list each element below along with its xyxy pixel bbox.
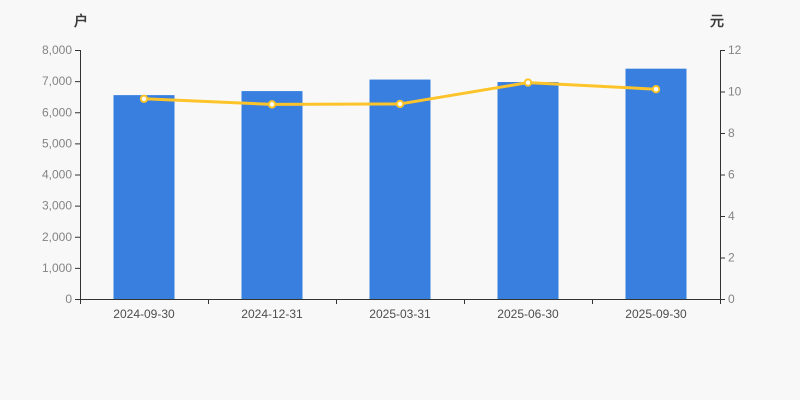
right-axis-tick-label: 4	[728, 209, 735, 223]
bar	[497, 82, 559, 299]
right-axis-tick-label: 8	[728, 126, 735, 140]
x-axis-category-label: 2024-12-31	[241, 307, 303, 321]
left-axis-tick-label: 0	[65, 292, 72, 306]
left-axis-title: 户	[74, 13, 88, 29]
left-axis-tick-label: 8,000	[42, 43, 72, 57]
left-axis-tick-label: 3,000	[42, 199, 72, 213]
right-axis-tick-label: 10	[728, 85, 742, 99]
line-point	[139, 94, 149, 103]
left-axis-tick-label: 5,000	[42, 136, 72, 150]
left-axis-tick-label: 6,000	[42, 105, 72, 119]
bar	[241, 91, 303, 300]
right-axis-tick-label: 6	[728, 168, 735, 182]
left-axis-tick-label: 7,000	[42, 74, 72, 88]
left-axis-tick-label: 2,000	[42, 230, 72, 244]
right-axis-tick-label: 2	[728, 251, 735, 265]
right-axis-title: 元	[710, 13, 724, 29]
line-point	[651, 85, 661, 94]
left-axis-tick-label: 4,000	[42, 168, 72, 182]
line-point	[523, 78, 533, 87]
right-axis-tick-label: 12	[728, 43, 742, 57]
x-axis-category-label: 2024-09-30	[113, 307, 175, 321]
bar	[625, 68, 687, 299]
bar	[113, 95, 175, 299]
line-point	[267, 100, 277, 109]
bar	[369, 79, 431, 299]
left-axis-tick-label: 1,000	[42, 261, 72, 275]
right-axis-tick-label: 0	[728, 292, 735, 306]
x-axis-category-label: 2025-09-30	[625, 307, 687, 321]
line-point	[395, 99, 405, 109]
x-axis-category-label: 2025-03-31	[369, 307, 431, 321]
x-axis-category-label: 2025-06-30	[497, 307, 559, 321]
